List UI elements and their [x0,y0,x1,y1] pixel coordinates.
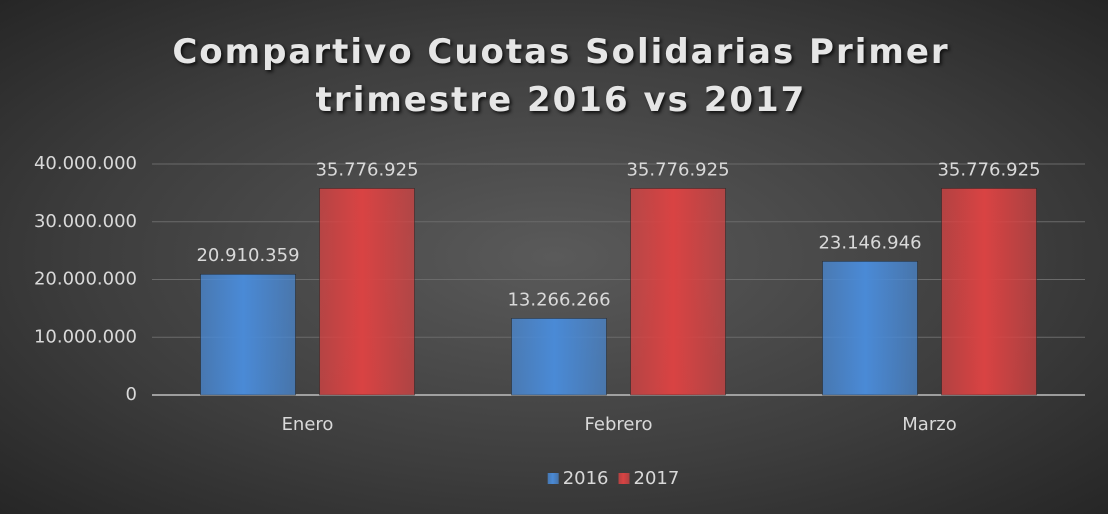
x-tick-label: Enero [282,414,334,435]
x-tick-label: Febrero [585,414,653,435]
data-label: 35.776.925 [626,159,729,180]
x-tick-label: Marzo [902,414,956,435]
y-tick-label: 0 [126,384,137,405]
bar [511,318,607,396]
bar [822,261,918,396]
legend-label: 2017 [634,468,680,489]
y-tick-label: 20.000.000 [34,269,137,290]
legend-swatch [547,473,559,484]
y-tick-label: 30.000.000 [34,211,137,232]
data-label: 35.776.925 [937,159,1040,180]
bar [200,273,296,396]
bar [941,188,1037,396]
legend-label: 2016 [563,468,609,489]
bar [630,188,726,396]
data-label: 35.776.925 [315,159,418,180]
bar [319,188,415,396]
legend-swatch [618,473,630,484]
data-label: 20.910.359 [196,245,299,266]
data-label: 13.266.266 [507,289,610,310]
chart-title: Compartivo Cuotas Solidarias Primer trim… [172,32,950,120]
data-label: 23.146.946 [818,232,921,253]
y-tick-label: 40.000.000 [34,153,137,174]
y-tick-label: 10.000.000 [34,326,137,347]
